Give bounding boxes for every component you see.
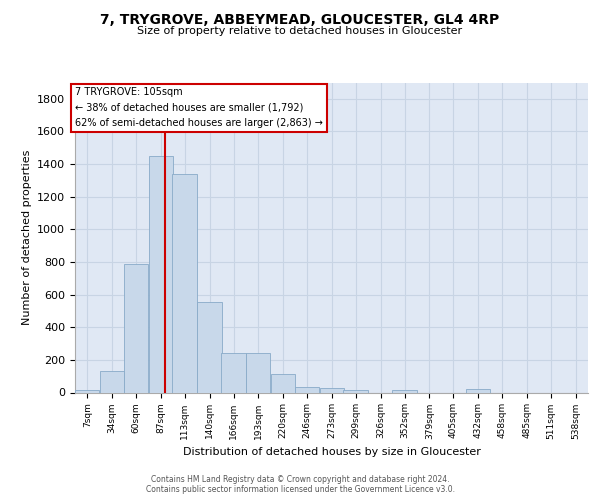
Bar (172, 174, 197, 392)
Text: Contains HM Land Registry data © Crown copyright and database right 2024.
Contai: Contains HM Land Registry data © Crown c… (146, 474, 455, 494)
Bar (320, 388, 344, 392)
Y-axis label: Number of detached properties: Number of detached properties (22, 150, 32, 325)
X-axis label: Distribution of detached houses by size in Gloucester: Distribution of detached houses by size … (182, 447, 481, 457)
Bar (149, 156, 173, 392)
Bar (197, 302, 221, 392)
Bar (466, 389, 490, 392)
Bar (221, 352, 245, 393)
Text: 7, TRYGROVE, ABBEYMEAD, GLOUCESTER, GL4 4RP: 7, TRYGROVE, ABBEYMEAD, GLOUCESTER, GL4 … (100, 12, 500, 26)
Bar (271, 374, 295, 392)
Bar (75, 390, 100, 392)
Bar (343, 390, 368, 392)
Bar (392, 390, 416, 392)
Bar (295, 387, 319, 392)
Text: Size of property relative to detached houses in Gloucester: Size of property relative to detached ho… (137, 26, 463, 36)
Text: 7 TRYGROVE: 105sqm
← 38% of detached houses are smaller (1,792)
62% of semi-deta: 7 TRYGROVE: 105sqm ← 38% of detached hou… (75, 88, 323, 128)
Bar (246, 352, 271, 393)
Bar (100, 372, 124, 392)
Bar (124, 264, 148, 392)
